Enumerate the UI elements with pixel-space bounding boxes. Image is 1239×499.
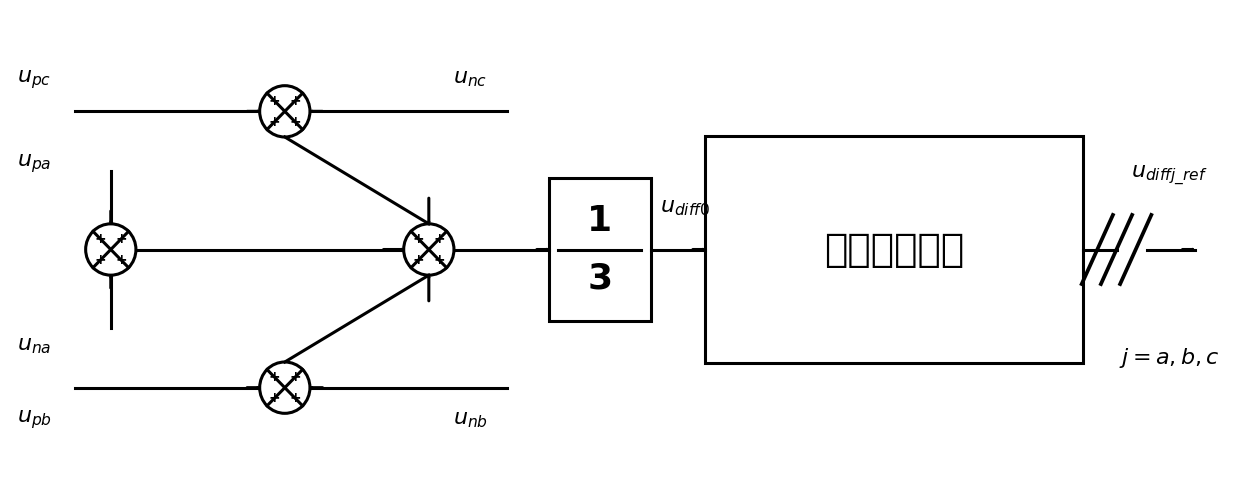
Text: +: +	[269, 115, 280, 129]
Text: +: +	[115, 253, 128, 267]
Text: $u_{diffj\_ref}$: $u_{diffj\_ref}$	[1131, 163, 1208, 188]
Text: $u_{nc}$: $u_{nc}$	[452, 69, 487, 89]
Text: +: +	[290, 370, 301, 384]
Bar	[705, 136, 1083, 363]
Text: +: +	[94, 232, 107, 246]
Text: +: +	[434, 232, 445, 246]
Text: +: +	[413, 232, 424, 246]
Text: $u_{pc}$: $u_{pc}$	[17, 68, 52, 91]
Text: $u_{pa}$: $u_{pa}$	[17, 152, 52, 175]
Text: +: +	[269, 391, 280, 406]
Text: +: +	[413, 253, 424, 267]
Text: 1: 1	[587, 204, 612, 238]
Text: +: +	[290, 115, 301, 129]
Text: 3: 3	[587, 261, 612, 295]
Text: +: +	[94, 253, 107, 267]
Text: +: +	[269, 93, 280, 108]
Text: 带通滤波算法: 带通滤波算法	[824, 231, 964, 268]
Text: +: +	[290, 93, 301, 108]
Text: $u_{diff0}$: $u_{diff0}$	[660, 198, 710, 218]
Text: +: +	[434, 253, 445, 267]
Text: +: +	[290, 391, 301, 406]
Text: $j=a,b,c$: $j=a,b,c$	[1119, 346, 1219, 370]
Bar	[549, 178, 650, 321]
Text: +: +	[269, 370, 280, 384]
Text: $u_{nb}$: $u_{nb}$	[452, 410, 488, 430]
Text: $u_{pb}$: $u_{pb}$	[17, 408, 52, 431]
Text: +: +	[115, 232, 128, 246]
Text: $u_{na}$: $u_{na}$	[17, 336, 52, 356]
